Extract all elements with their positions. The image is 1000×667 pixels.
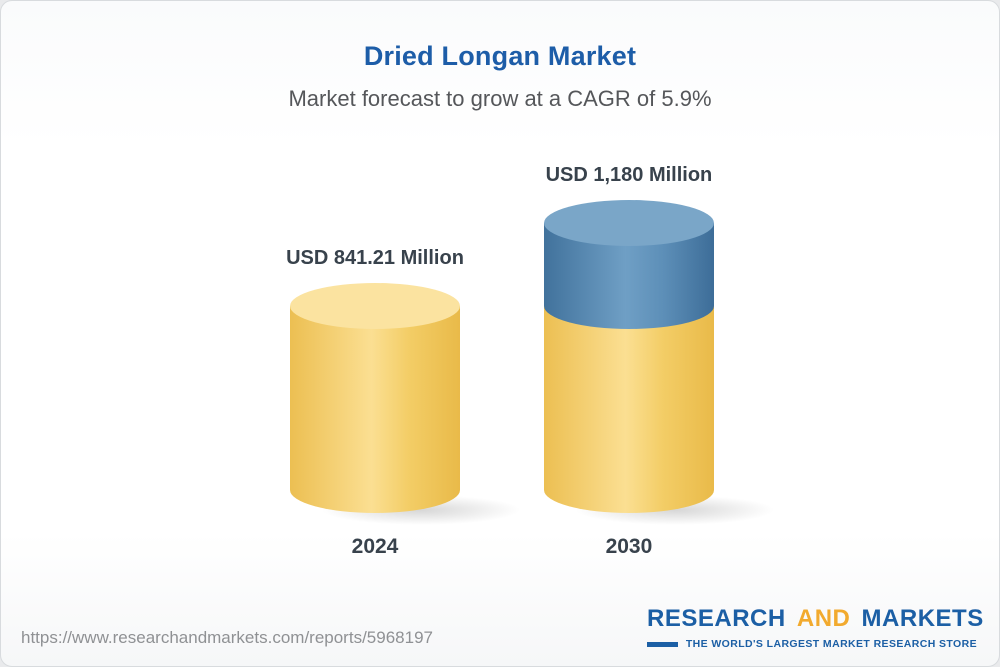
report-url: https://www.researchandmarkets.com/repor… bbox=[21, 628, 433, 647]
logo-word-and: AND bbox=[796, 605, 851, 632]
logo-rule bbox=[647, 641, 678, 647]
bar-value-label-2030: USD 1,180 Million bbox=[545, 164, 713, 186]
chart-header: Dried Longan Market Market forecast to g… bbox=[1, 1, 999, 112]
logo-wordmark: RESEARCH AND MARKETS bbox=[647, 605, 983, 633]
logo-word-research: RESEARCH bbox=[647, 605, 786, 632]
bar-group-2030: USD 1,180 Million 2030 bbox=[543, 164, 776, 559]
research-and-markets-logo: RESEARCH AND MARKETS THE WORLD'S LARGEST… bbox=[647, 605, 983, 650]
bar-2030 bbox=[543, 200, 776, 525]
chart-title: Dried Longan Market bbox=[363, 41, 637, 71]
bar-2030-base-body bbox=[543, 306, 714, 513]
bar-2030-top-ellipse bbox=[543, 200, 714, 246]
logo-word-markets: MARKETS bbox=[861, 605, 984, 632]
bar-value-label-2024: USD 841.21 Million bbox=[286, 247, 464, 270]
bar-category-2030: 2030 bbox=[605, 534, 653, 558]
bar-group-2024: USD 841.21 Million 2024 bbox=[286, 247, 522, 559]
bar-2030-growth-body bbox=[543, 200, 714, 330]
bar-2024 bbox=[290, 283, 522, 525]
bar-2024-body bbox=[290, 283, 460, 513]
bar-chart: USD 841.21 Million 2024 USD 1,180 Millio… bbox=[1, 164, 999, 559]
logo-tagline-row: THE WORLD'S LARGEST MARKET RESEARCH STOR… bbox=[647, 638, 977, 650]
bar-category-2024: 2024 bbox=[351, 534, 399, 558]
chart-subtitle: Market forecast to grow at a CAGR of 5.9… bbox=[288, 86, 712, 111]
bar-2024-top-ellipse bbox=[290, 283, 460, 330]
logo-tagline: THE WORLD'S LARGEST MARKET RESEARCH STOR… bbox=[685, 638, 977, 650]
